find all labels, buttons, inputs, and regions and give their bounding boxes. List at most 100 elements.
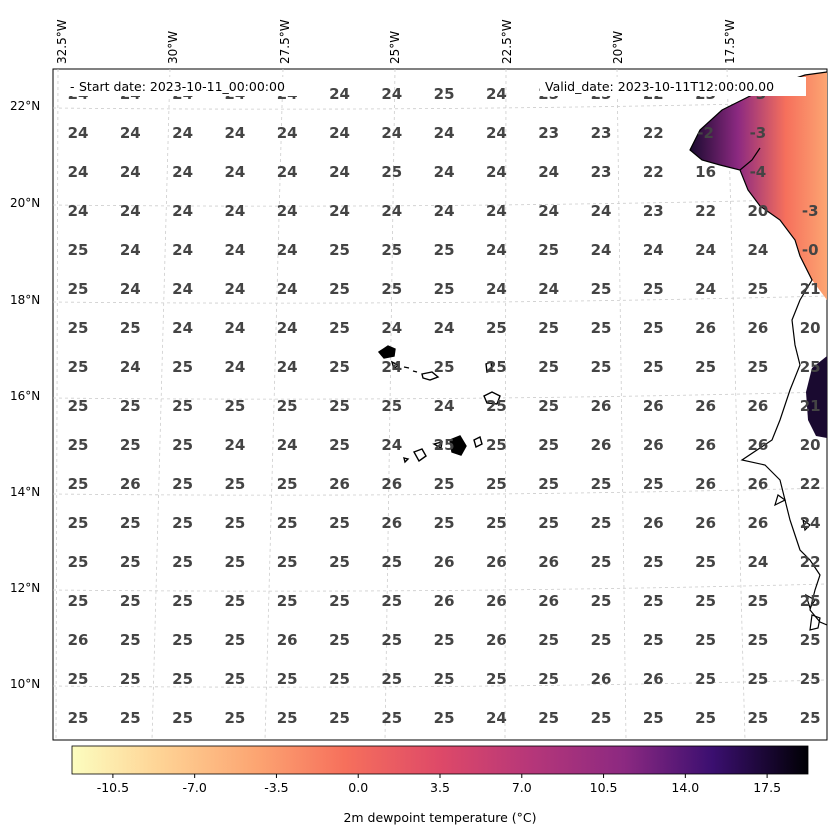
grid-value: 25 (695, 553, 716, 571)
grid-value: 25 (172, 475, 193, 493)
grid-value: -3 (750, 124, 767, 142)
lon-label: 25°W (388, 31, 402, 64)
grid-value: 25 (172, 670, 193, 688)
grid-value: 25 (68, 241, 89, 259)
grid-value: 25 (224, 553, 245, 571)
grid-value: 24 (224, 124, 245, 142)
grid-value: 26 (538, 592, 559, 610)
grid-value: 24 (224, 358, 245, 376)
grid-value: 25 (486, 319, 507, 337)
grid-value: 25 (381, 280, 402, 298)
grid-value: 25 (120, 397, 141, 415)
grid-value: 25 (591, 553, 612, 571)
grid-value: 20 (800, 436, 821, 454)
grid-value: 26 (747, 436, 768, 454)
grid-value: 26 (643, 670, 664, 688)
grid-value: 24 (486, 124, 507, 142)
lon-labels: 32.5°W 30°W 27.5°W 25°W 22.5°W 20°W 17.5… (55, 19, 737, 64)
grid-value: 26 (643, 397, 664, 415)
lat-label: 16°N (10, 389, 40, 403)
grid-value: 25 (120, 631, 141, 649)
grid-value: 24 (329, 202, 350, 220)
grid-value: 25 (277, 670, 298, 688)
grid-value: 24 (486, 85, 507, 103)
colorbar (71, 745, 809, 775)
grid-value: 25 (277, 397, 298, 415)
lon-label: 20°W (611, 31, 625, 64)
grid-value: 24 (172, 202, 193, 220)
grid-value: 24 (68, 163, 89, 181)
grid-value: 25 (747, 709, 768, 727)
grid-value: 25 (538, 475, 559, 493)
grid-value: 26 (486, 553, 507, 571)
grid-value: 25 (538, 241, 559, 259)
grid-value: 25 (329, 397, 350, 415)
grid-value: 25 (381, 631, 402, 649)
grid-value: 24 (120, 124, 141, 142)
coastline (689, 71, 827, 631)
grid-value: 25 (643, 553, 664, 571)
grid-value: 25 (172, 553, 193, 571)
valid-date-box (540, 77, 806, 96)
grid-value: 25 (329, 436, 350, 454)
grid-value: 24 (224, 319, 245, 337)
grid-value: 24 (538, 163, 559, 181)
grid-value: 24 (747, 241, 768, 259)
grid-value: 24 (381, 124, 402, 142)
grid-value: 24 (120, 280, 141, 298)
grid-value: 24 (172, 124, 193, 142)
grid-value: 25 (329, 514, 350, 532)
lat-label: 20°N (10, 196, 40, 210)
grid-value: 24 (172, 163, 193, 181)
grid-value: 24 (277, 436, 298, 454)
grid-value: 25 (695, 709, 716, 727)
grid-value: 25 (381, 241, 402, 259)
grid-value: 25 (486, 358, 507, 376)
grid-value: 25 (434, 670, 455, 688)
grid-value: 24 (277, 241, 298, 259)
grid-value: 25 (224, 709, 245, 727)
grid-value: 26 (381, 514, 402, 532)
grid-value: 25 (277, 475, 298, 493)
grid-value: 24 (277, 319, 298, 337)
map-content: 24 24 24 24 24 24 24 25 24 25 25 22 23 -3 24 24 24 24 24 24… (53, 69, 827, 740)
grid-value: -3 (802, 202, 819, 220)
grid-value: 25 (329, 280, 350, 298)
grid-value: 24 (329, 163, 350, 181)
grid-value: 25 (172, 397, 193, 415)
grid-value: 25 (224, 397, 245, 415)
grid-value: 25 (120, 709, 141, 727)
grid-value: 24 (486, 202, 507, 220)
grid-value: 25 (68, 592, 89, 610)
colorbar-tick-label: 3.5 (430, 780, 450, 795)
grid-value: 25 (277, 592, 298, 610)
grid-value: 25 (486, 514, 507, 532)
grid-value: 25 (68, 397, 89, 415)
grid-value: 26 (486, 592, 507, 610)
grid-value: 26 (120, 475, 141, 493)
grid-value: 25 (486, 670, 507, 688)
grid-value: 24 (381, 202, 402, 220)
grid-value: 25 (538, 670, 559, 688)
grid-value: 25 (224, 514, 245, 532)
grid-value: 25 (120, 670, 141, 688)
grid-value: 25 (172, 358, 193, 376)
grid-value: 24 (224, 241, 245, 259)
grid-value: 25 (381, 163, 402, 181)
lat-label: 22°N (10, 99, 40, 113)
grid-value: 22 (643, 124, 664, 142)
grid-value: 24 (486, 241, 507, 259)
land-fill-south (806, 356, 827, 438)
grid-value: 26 (277, 631, 298, 649)
colorbar-tick-label: 0.0 (348, 780, 368, 795)
grid-value: 24 (643, 241, 664, 259)
grid-value: 25 (747, 631, 768, 649)
grid-value: -4 (750, 163, 767, 181)
grid-value: 26 (643, 436, 664, 454)
grid-value: 25 (695, 670, 716, 688)
grid-value: 24 (224, 436, 245, 454)
grid-value: 24 (486, 280, 507, 298)
grid-value: 24 (329, 124, 350, 142)
grid-value: 21 (800, 280, 821, 298)
grid-value: 25 (434, 280, 455, 298)
